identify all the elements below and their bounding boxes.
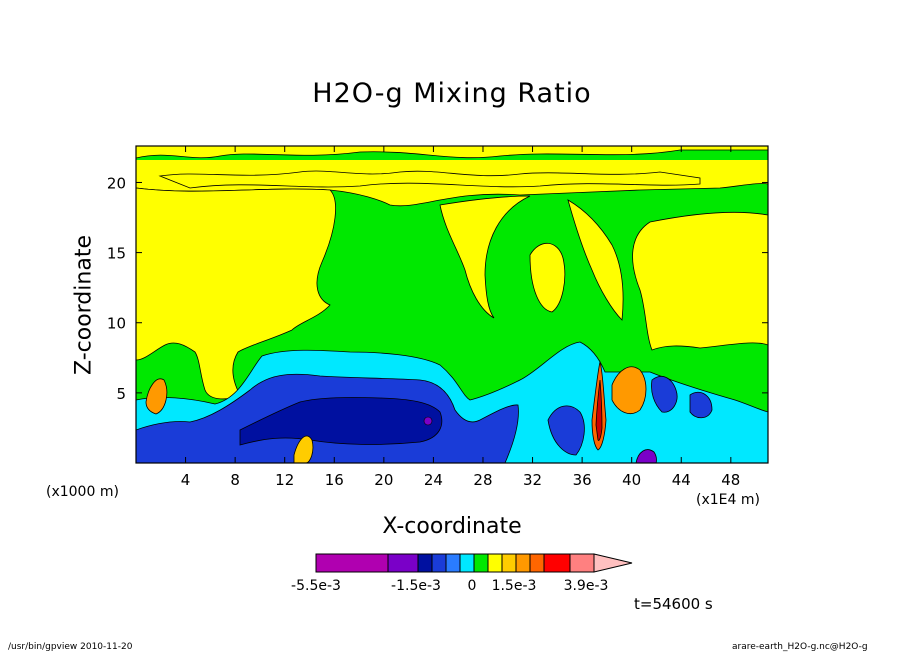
- contour-yellow-upper: [136, 146, 768, 351]
- y-ticks: 5 10 15 20: [107, 174, 768, 403]
- colorbar-label: -1.5e-3: [391, 578, 441, 594]
- colorbar-box: [315, 553, 389, 573]
- chart-title: H2O-g Mixing Ratio: [312, 78, 592, 109]
- y-tick-label: 10: [107, 315, 126, 333]
- contour-yellow-right-strip: [567, 199, 624, 321]
- footer-right: arare-earth_H2O-g.nc@H2O-g: [732, 642, 868, 652]
- colorbar-box: [445, 553, 461, 573]
- x-tick-label: 16: [325, 471, 344, 489]
- contour-yellow-blob: [529, 242, 566, 313]
- x-tick-label: 40: [622, 471, 641, 489]
- colorbar-label: 3.9e-3: [564, 578, 609, 594]
- colorbar-box: [431, 553, 447, 573]
- x-tick-label: 48: [721, 471, 740, 489]
- x-unit-left-label: (x1000 m): [46, 484, 119, 500]
- x-unit-right-label: (x1E4 m): [696, 492, 760, 508]
- contour-yellow-left: [136, 187, 336, 400]
- colorbar-box: [543, 553, 571, 573]
- contour-orange-plume: [611, 366, 647, 414]
- colorbar-box: [487, 553, 503, 573]
- x-tick-label: 4: [181, 471, 191, 489]
- colorbar-box: [417, 553, 433, 573]
- contour-darkred-core: [595, 379, 603, 441]
- y-tick-label: 5: [116, 385, 126, 403]
- x-tick-label: 12: [275, 471, 294, 489]
- contour-blue-right2: [651, 376, 678, 413]
- contour-yellow-top-strip: [158, 170, 701, 189]
- x-tick-label: 24: [424, 471, 443, 489]
- plot-frame: [135, 145, 769, 464]
- x-tick-label: 28: [473, 471, 492, 489]
- colorbar-boxes: [315, 553, 633, 573]
- x-ticks: 4 8 12 16 20 24 28 32 36 40 44 48: [181, 146, 740, 489]
- colorbar-labels: -5.5e-3 -1.5e-3 0 1.5e-3 3.9e-3: [291, 578, 608, 594]
- contour-fills: [136, 146, 768, 463]
- colorbar-box: [459, 553, 475, 573]
- x-tick-label: 8: [230, 471, 240, 489]
- x-tick-label: 20: [374, 471, 393, 489]
- contour-left-orange: [145, 378, 168, 415]
- time-label: t=54600 s: [634, 595, 713, 613]
- colorbar-box: [569, 553, 595, 573]
- contour-yellow-center: [439, 195, 531, 319]
- x-tick-label: 32: [523, 471, 542, 489]
- colorbar-label: 1.5e-3: [492, 578, 537, 594]
- y-tick-label: 20: [107, 174, 126, 192]
- y-tick-label: 15: [107, 245, 126, 263]
- colorbar-box: [387, 553, 419, 573]
- colorbar-box: [473, 553, 489, 573]
- contour-blue-right3: [689, 391, 713, 419]
- x-tick-label: 36: [573, 471, 592, 489]
- contour-blue-right: [547, 405, 585, 456]
- contour-yellow-top-blob: [136, 146, 768, 159]
- colorbar-label: -5.5e-3: [291, 578, 341, 594]
- colorbar-label: 0: [468, 578, 477, 594]
- x-tick-label: 44: [672, 471, 691, 489]
- footer-left: /usr/bin/gpview 2010-11-20: [8, 642, 133, 652]
- colorbar-arrow: [593, 553, 633, 573]
- colorbar-box: [515, 553, 531, 573]
- colorbar-box: [529, 553, 545, 573]
- colorbar-box: [501, 553, 517, 573]
- contour-purple-dot: [423, 416, 433, 426]
- x-axis-label: X-coordinate: [382, 514, 522, 539]
